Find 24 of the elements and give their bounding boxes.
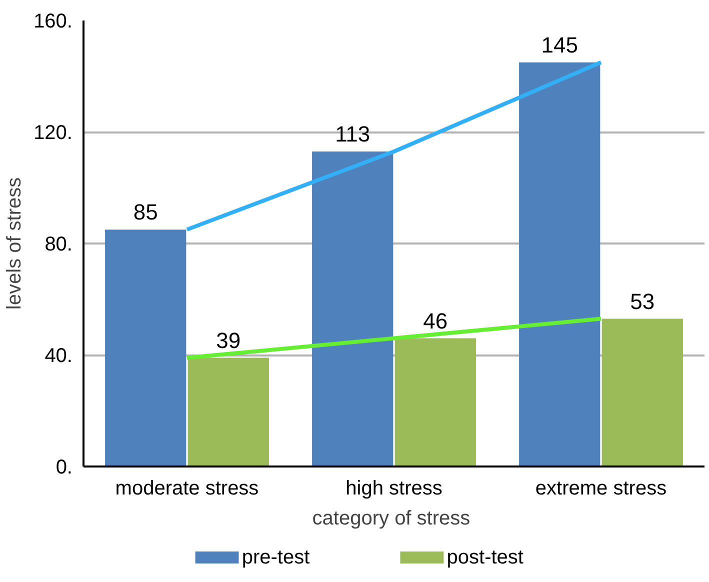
bar	[312, 152, 394, 466]
data-label: 145	[541, 32, 578, 58]
legend-label: pre-test	[242, 546, 310, 568]
data-label: 39	[216, 328, 241, 353]
bar	[105, 230, 186, 466]
x-tick-label: moderate stress	[115, 478, 259, 500]
data-label: 46	[423, 308, 448, 334]
bar	[602, 318, 683, 466]
y-tick-label: 160.	[34, 10, 73, 32]
bar	[394, 338, 476, 466]
data-label: 113	[335, 122, 370, 147]
x-axis-title: category of stress	[312, 508, 470, 530]
bar	[188, 358, 269, 466]
y-tick-label: 0.	[56, 456, 73, 478]
y-tick-label: 120.	[34, 122, 73, 144]
bar	[519, 62, 600, 466]
y-tick-label: 80.	[44, 234, 73, 256]
legend-label: post-test	[446, 546, 524, 568]
x-tick-label: extreme stress	[535, 478, 667, 500]
data-label: 53	[630, 288, 655, 314]
y-tick-label: 40.	[44, 345, 73, 367]
data-label: 85	[133, 200, 158, 225]
y-axis-title: levels of stress	[4, 177, 26, 310]
x-tick-label: high stress	[346, 478, 442, 500]
